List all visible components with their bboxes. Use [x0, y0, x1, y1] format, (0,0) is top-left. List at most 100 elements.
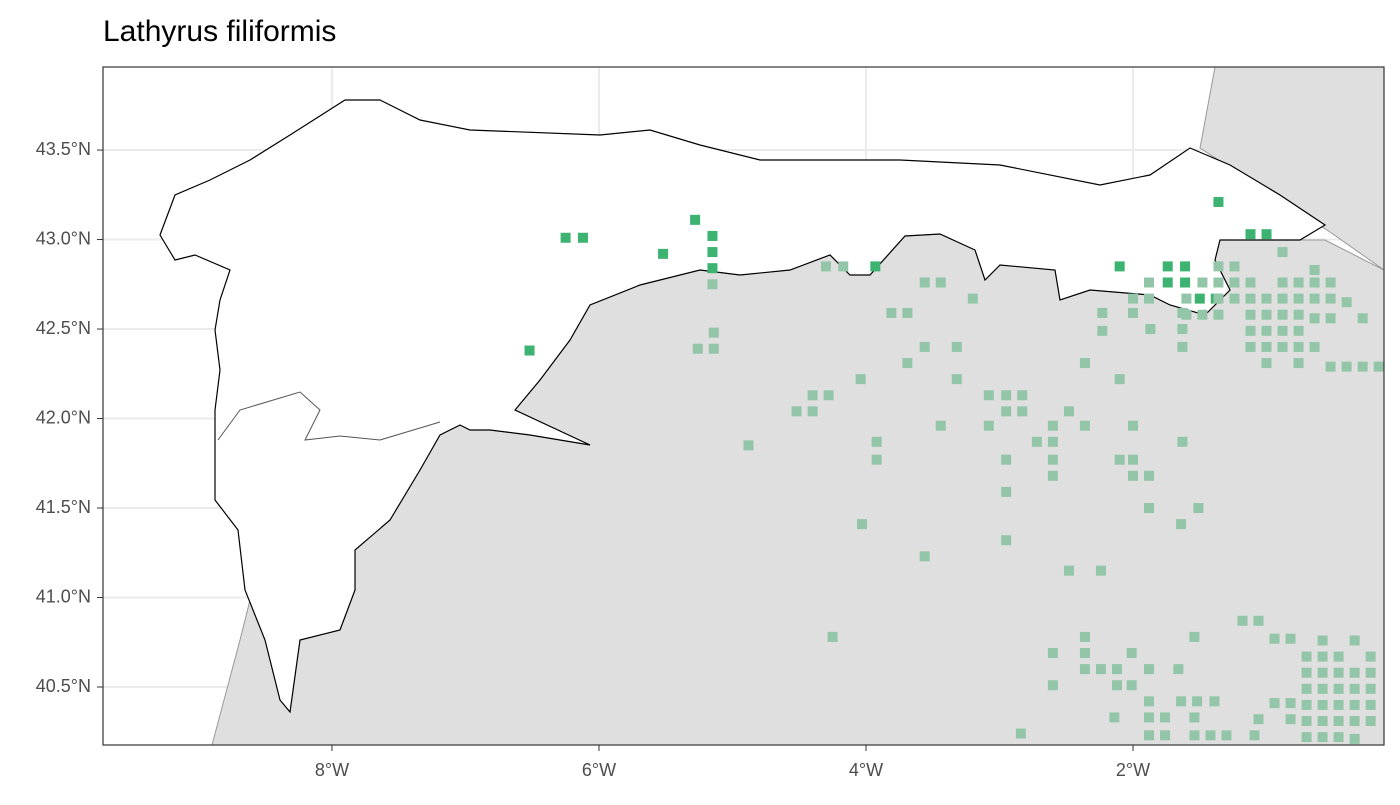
occurrence-point — [707, 230, 718, 241]
occurrence-point — [1261, 358, 1272, 369]
occurrence-point — [1128, 307, 1139, 318]
occurrence-point — [1309, 341, 1320, 352]
occurrence-point — [919, 551, 930, 562]
occurrence-point — [1181, 309, 1192, 320]
occurrence-point — [1285, 633, 1296, 644]
occurrence-point — [935, 277, 946, 288]
occurrence-point — [743, 440, 754, 451]
other-land — [1199, 67, 1384, 271]
points — [524, 196, 1384, 744]
occurrence-point — [1111, 664, 1122, 675]
occurrence-point — [1365, 667, 1376, 678]
occurrence-point — [524, 345, 535, 356]
occurrence-point — [871, 454, 882, 465]
occurrence-point — [1114, 454, 1125, 465]
occurrence-point — [1229, 277, 1240, 288]
occurrence-point — [1349, 683, 1360, 694]
occurrence-point — [935, 420, 946, 431]
occurrence-point — [1317, 716, 1328, 727]
panel-border — [102, 66, 1385, 746]
occurrence-point — [658, 248, 669, 259]
occurrence-point — [902, 358, 913, 369]
chart-title: Lathyrus filiformis — [103, 15, 336, 48]
occurrence-point — [1245, 277, 1256, 288]
occurrence-point — [1145, 324, 1156, 335]
occurrence-point — [1189, 730, 1200, 741]
occurrence-point — [1079, 664, 1090, 675]
occurrence-point — [1162, 261, 1173, 272]
occurrence-point — [1277, 309, 1288, 320]
occurrence-point — [1245, 341, 1256, 352]
occurrence-point — [1128, 293, 1139, 304]
occurrence-point — [1317, 683, 1328, 694]
occurrence-point — [1249, 730, 1260, 741]
x-tick-label: 4°W — [849, 760, 883, 780]
occurrence-point — [1192, 696, 1203, 707]
occurrence-point — [1357, 313, 1368, 324]
occurrence-point — [1209, 696, 1220, 707]
occurrence-point — [856, 519, 867, 530]
occurrence-point — [1325, 313, 1336, 324]
occurrence-point — [1079, 420, 1090, 431]
occurrence-point — [1277, 277, 1288, 288]
occurrence-point — [1128, 420, 1139, 431]
occurrence-point — [1063, 406, 1074, 417]
occurrence-point — [1245, 229, 1256, 240]
occurrence-point — [707, 263, 718, 274]
occurrence-point — [1126, 680, 1137, 691]
occurrence-point — [1177, 341, 1188, 352]
occurrence-point — [1253, 615, 1264, 626]
occurrence-point — [1293, 325, 1304, 336]
occurrence-point — [1333, 651, 1344, 662]
occurrence-point — [1301, 683, 1312, 694]
occurrence-point — [1176, 696, 1187, 707]
occurrence-point — [951, 341, 962, 352]
occurrence-point — [983, 420, 994, 431]
occurrence-point — [1293, 309, 1304, 320]
occurrence-point — [1221, 730, 1232, 741]
occurrence-point — [1213, 293, 1224, 304]
occurrence-point — [1173, 664, 1184, 675]
occurrence-point — [1341, 361, 1352, 372]
occurrence-point — [1277, 247, 1288, 258]
occurrence-point — [1001, 390, 1012, 401]
occurrence-point — [1349, 699, 1360, 710]
occurrence-point — [1349, 667, 1360, 678]
occurrence-point — [1365, 716, 1376, 727]
occurrence-point — [1097, 325, 1108, 336]
occurrence-point — [1253, 714, 1264, 725]
y-tick-label: 42.5°N — [36, 318, 91, 338]
occurrence-point — [1144, 730, 1155, 741]
occurrence-point — [1333, 716, 1344, 727]
occurrence-point — [1301, 732, 1312, 743]
occurrence-point — [577, 232, 588, 243]
study-region — [159, 99, 1327, 714]
occurrence-point — [1001, 406, 1012, 417]
occurrence-point — [1144, 277, 1155, 288]
x-tick-label: 8°W — [315, 760, 349, 780]
occurrence-point — [1293, 293, 1304, 304]
border-line — [217, 391, 441, 441]
occurrence-point — [1261, 309, 1272, 320]
occurrence-point — [1031, 436, 1042, 447]
occurrence-point — [1333, 732, 1344, 743]
map — [159, 67, 1384, 745]
occurrence-point — [1317, 732, 1328, 743]
occurrence-point — [1333, 699, 1344, 710]
occurrence-point — [1333, 683, 1344, 694]
occurrence-point — [1205, 730, 1216, 741]
occurrence-point — [1309, 277, 1320, 288]
occurrence-point — [1128, 454, 1139, 465]
occurrence-point — [1017, 390, 1028, 401]
occurrence-point — [1349, 733, 1360, 744]
occurrence-point — [1079, 358, 1090, 369]
y-tick-label: 41.5°N — [36, 497, 91, 517]
occurrence-point — [1001, 454, 1012, 465]
occurrence-point — [1245, 325, 1256, 336]
occurrence-point — [1144, 712, 1155, 723]
occurrence-point — [1317, 699, 1328, 710]
occurrence-point — [1181, 293, 1192, 304]
y-tick-label: 43.0°N — [36, 228, 91, 248]
